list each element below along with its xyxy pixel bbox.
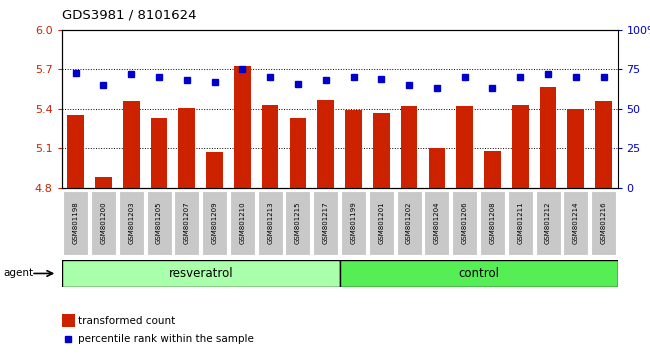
Bar xyxy=(234,65,251,188)
FancyBboxPatch shape xyxy=(591,191,616,255)
Bar xyxy=(68,115,84,188)
FancyBboxPatch shape xyxy=(119,191,144,255)
Bar xyxy=(345,110,362,188)
Bar xyxy=(401,106,417,188)
Bar xyxy=(428,148,445,188)
Text: GSM801212: GSM801212 xyxy=(545,202,551,244)
Text: GSM801205: GSM801205 xyxy=(156,202,162,244)
Text: GSM801217: GSM801217 xyxy=(323,202,329,244)
FancyBboxPatch shape xyxy=(536,191,560,255)
Text: GSM801199: GSM801199 xyxy=(350,202,356,244)
Text: GSM801214: GSM801214 xyxy=(573,202,578,244)
Text: GSM801198: GSM801198 xyxy=(73,202,79,244)
Bar xyxy=(206,152,223,188)
FancyBboxPatch shape xyxy=(480,191,505,255)
Text: GSM801204: GSM801204 xyxy=(434,202,440,244)
FancyBboxPatch shape xyxy=(508,191,533,255)
Bar xyxy=(179,108,195,188)
FancyBboxPatch shape xyxy=(564,191,588,255)
Text: control: control xyxy=(458,267,499,280)
Bar xyxy=(456,106,473,188)
FancyBboxPatch shape xyxy=(452,191,477,255)
Bar xyxy=(62,314,75,327)
FancyBboxPatch shape xyxy=(174,191,200,255)
Text: GSM801203: GSM801203 xyxy=(128,202,134,244)
Bar xyxy=(123,101,140,188)
Text: agent: agent xyxy=(3,268,33,279)
FancyBboxPatch shape xyxy=(91,191,116,255)
FancyBboxPatch shape xyxy=(339,260,618,287)
Text: percentile rank within the sample: percentile rank within the sample xyxy=(79,334,254,344)
Text: GSM801213: GSM801213 xyxy=(267,202,273,244)
FancyBboxPatch shape xyxy=(313,191,338,255)
Text: transformed count: transformed count xyxy=(79,316,176,326)
Text: GSM801201: GSM801201 xyxy=(378,202,384,244)
FancyBboxPatch shape xyxy=(146,191,172,255)
Text: GSM801208: GSM801208 xyxy=(489,202,495,244)
Text: GDS3981 / 8101624: GDS3981 / 8101624 xyxy=(62,9,196,22)
FancyBboxPatch shape xyxy=(230,191,255,255)
Text: GSM801215: GSM801215 xyxy=(295,202,301,244)
FancyBboxPatch shape xyxy=(424,191,449,255)
Text: GSM801211: GSM801211 xyxy=(517,202,523,244)
FancyBboxPatch shape xyxy=(369,191,394,255)
FancyBboxPatch shape xyxy=(62,260,339,287)
Text: GSM801216: GSM801216 xyxy=(601,202,606,244)
Text: GSM801206: GSM801206 xyxy=(462,202,467,244)
Bar xyxy=(317,100,334,188)
Text: resveratrol: resveratrol xyxy=(168,267,233,280)
FancyBboxPatch shape xyxy=(202,191,227,255)
Bar xyxy=(95,177,112,188)
Text: GSM801200: GSM801200 xyxy=(101,202,107,244)
FancyBboxPatch shape xyxy=(396,191,422,255)
Bar xyxy=(290,118,306,188)
FancyBboxPatch shape xyxy=(341,191,366,255)
Bar xyxy=(151,118,167,188)
Text: GSM801209: GSM801209 xyxy=(212,202,218,244)
FancyBboxPatch shape xyxy=(285,191,311,255)
Bar xyxy=(512,105,528,188)
Bar xyxy=(373,113,389,188)
FancyBboxPatch shape xyxy=(257,191,283,255)
Bar xyxy=(484,151,500,188)
Text: GSM801210: GSM801210 xyxy=(239,202,245,244)
Text: GSM801202: GSM801202 xyxy=(406,202,412,244)
Text: GSM801207: GSM801207 xyxy=(184,202,190,244)
Bar xyxy=(262,105,278,188)
Bar xyxy=(595,101,612,188)
FancyBboxPatch shape xyxy=(63,191,88,255)
Bar xyxy=(567,109,584,188)
Bar xyxy=(540,86,556,188)
